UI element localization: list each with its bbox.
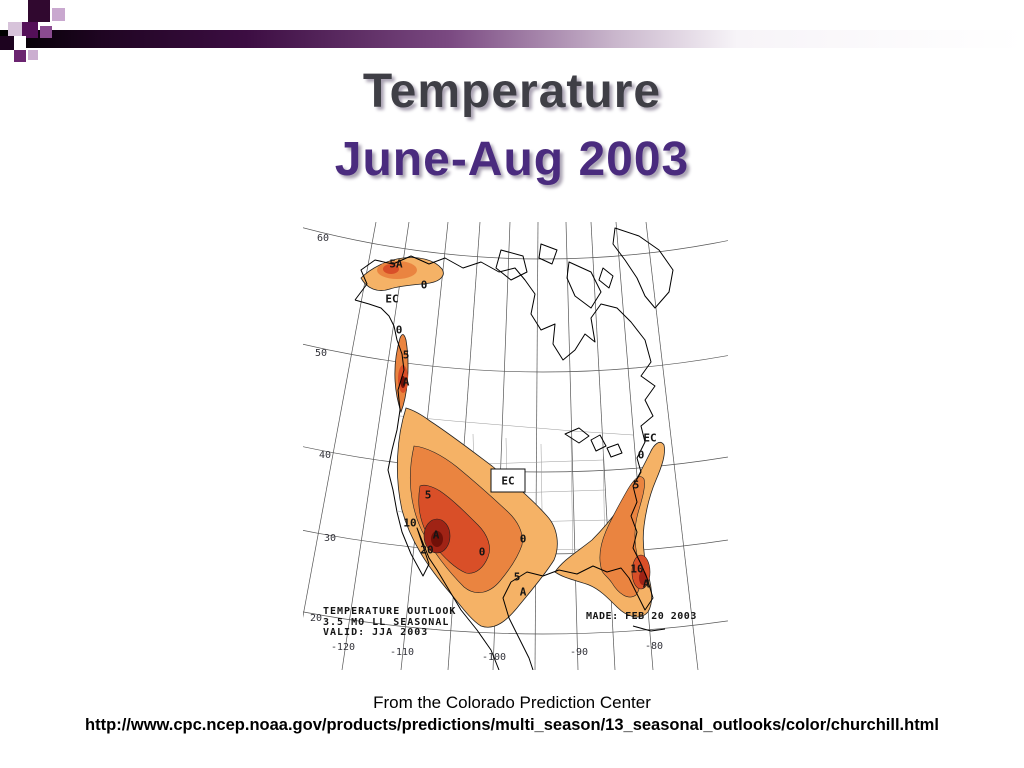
map-region-label: 0	[519, 532, 527, 546]
map-footer-block: TEMPERATURE OUTLOOK 3.5 MO LL SEASONAL V…	[323, 606, 457, 639]
map-region-label: 0	[478, 545, 486, 559]
temperature-outlook-map: 5A 0 EC 0 5 A 5 10 A 20 0 0 5 A EC EC 0 5 10 A 60 50 40 30 20 -12…	[303, 222, 728, 670]
map-region-label: 0	[420, 278, 428, 292]
map-region-label: EC	[501, 474, 515, 488]
decorative-square	[14, 50, 26, 62]
map-svg	[303, 222, 728, 670]
map-region-label: 5	[632, 478, 640, 492]
map-axis-label: 50	[314, 348, 328, 359]
map-made-label: MADE: FEB 20 2003	[586, 611, 697, 622]
slide-title: Temperature	[362, 65, 662, 118]
caption-url: http://www.cpc.ncep.noaa.gov/products/pr…	[85, 716, 939, 734]
map-axis-label: -90	[569, 647, 589, 658]
decorative-square	[28, 50, 38, 60]
map-region-label: 5	[402, 348, 410, 362]
map-footer-line: VALID: JJA 2003	[323, 627, 429, 638]
graticule-latitudes	[303, 227, 728, 634]
map-region-label: 5	[424, 488, 432, 502]
map-axis-label: 30	[323, 533, 337, 544]
map-region-label: 10	[403, 516, 417, 530]
map-region-label: 0	[395, 323, 403, 337]
map-axis-label: 20	[309, 613, 323, 624]
caption: From the Colorado Prediction Center http…	[0, 692, 1024, 736]
map-region-label: EC	[385, 292, 399, 306]
map-axis-label: -110	[389, 647, 415, 658]
map-region-label: 20	[420, 543, 434, 557]
ec-label-box	[490, 468, 526, 493]
map-region-label: 5A	[389, 257, 403, 271]
map-axis-label: -100	[481, 652, 507, 663]
slide-subtitle: June-Aug 2003	[334, 133, 690, 186]
map-region-label: 5	[513, 570, 521, 584]
map-region-label: 0	[637, 448, 645, 462]
decorative-square	[14, 36, 26, 48]
shaded-regions	[360, 257, 665, 628]
decorative-square	[22, 22, 38, 38]
map-axis-label: -80	[644, 641, 664, 652]
map-region-label: A	[402, 375, 410, 389]
map-region-label: 10	[630, 562, 644, 576]
decorative-square	[52, 8, 65, 21]
header-gradient-band	[0, 30, 1024, 48]
decorative-square	[8, 22, 22, 36]
map-region-label: A	[519, 585, 527, 599]
map-region-label: A	[642, 577, 650, 591]
decorative-square	[28, 0, 50, 22]
caption-source: From the Colorado Prediction Center	[373, 693, 651, 712]
map-region-label: EC	[643, 431, 657, 445]
map-axis-label: -120	[330, 642, 356, 653]
map-footer-line: TEMPERATURE OUTLOOK	[323, 606, 457, 617]
decorative-square	[0, 36, 14, 50]
decorative-square	[40, 26, 52, 38]
map-axis-label: 60	[316, 233, 330, 244]
coastline	[354, 227, 674, 670]
map-footer-line: 3.5 MO LL SEASONAL	[323, 616, 450, 628]
map-axis-label: 40	[318, 450, 332, 461]
map-region-label: A	[432, 528, 440, 542]
